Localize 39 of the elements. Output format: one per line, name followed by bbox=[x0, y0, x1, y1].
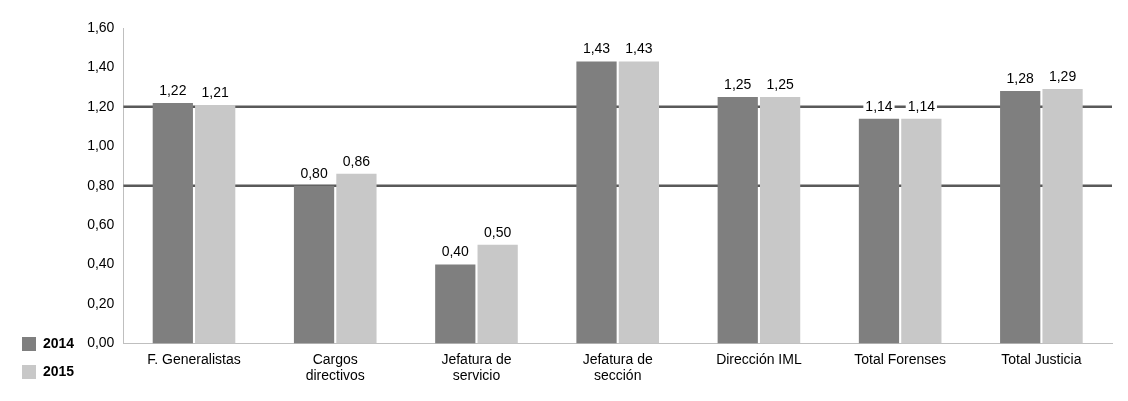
data-label: 0,50 bbox=[484, 223, 512, 240]
data-label: 1,14 bbox=[865, 97, 893, 114]
data-label: 1,28 bbox=[1006, 69, 1035, 86]
y-tick-label: 0,80 bbox=[87, 176, 115, 193]
x-tick-label: Total Forenses bbox=[854, 350, 947, 367]
data-label: 1,22 bbox=[159, 81, 187, 98]
data-label: 1,21 bbox=[201, 83, 230, 100]
bar bbox=[435, 264, 476, 344]
data-label: 1,25 bbox=[766, 75, 794, 92]
data-label: 0,40 bbox=[441, 243, 470, 260]
bar bbox=[293, 185, 335, 344]
y-tick-label: 0,60 bbox=[87, 215, 115, 232]
bar bbox=[858, 118, 900, 344]
x-tick-label: Total Justicia bbox=[1001, 350, 1082, 367]
bar bbox=[152, 102, 193, 344]
bar bbox=[717, 96, 758, 344]
data-label: 0,80 bbox=[300, 164, 328, 181]
y-tick-label: 1,60 bbox=[87, 18, 115, 35]
x-tick-label: Dirección IML bbox=[716, 350, 802, 367]
y-tick-label: 1,20 bbox=[87, 97, 115, 114]
x-tick-label: Jefatura de sección bbox=[582, 350, 653, 384]
y-tick-label: 0,40 bbox=[87, 255, 115, 272]
data-label: 1,43 bbox=[625, 40, 653, 57]
x-tick-label: Jefatura de servicio bbox=[441, 350, 512, 384]
y-tick-label: 1,00 bbox=[87, 137, 115, 154]
bar bbox=[576, 61, 617, 344]
bar bbox=[1000, 91, 1041, 344]
legend-label: 2014 bbox=[43, 334, 75, 351]
x-tick-label: Cargos directivos bbox=[305, 350, 365, 384]
legend-label: 2015 bbox=[43, 362, 75, 379]
y-tick-label: 1,40 bbox=[87, 58, 115, 75]
data-label: 1,29 bbox=[1048, 67, 1077, 84]
y-tick-label: 0,20 bbox=[87, 294, 115, 311]
data-label: 1,43 bbox=[582, 40, 611, 57]
data-label: 1,14 bbox=[907, 97, 936, 114]
x-tick-label: F. Generalistas bbox=[147, 350, 241, 367]
data-label: 0,86 bbox=[342, 152, 371, 169]
data-label: 1,25 bbox=[724, 75, 752, 92]
y-tick-label: 0,00 bbox=[87, 334, 115, 351]
